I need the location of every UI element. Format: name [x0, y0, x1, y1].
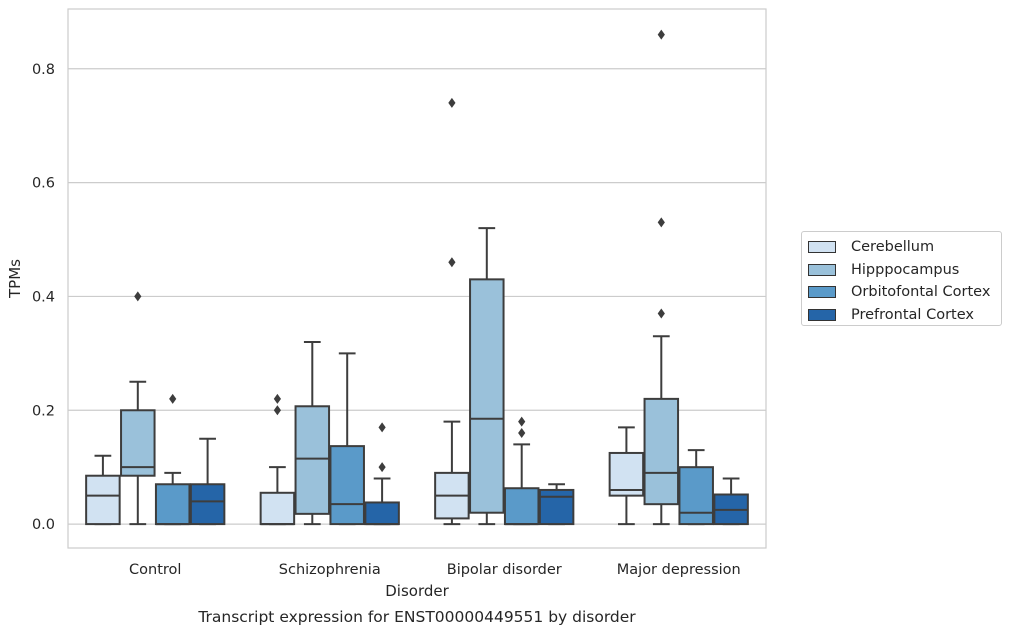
box — [294, 340, 331, 526]
box-body — [364, 501, 400, 526]
box-body — [503, 487, 540, 526]
legend-label: Hipppocampus — [851, 261, 960, 278]
legend-swatch — [808, 241, 836, 254]
outlier-point — [273, 393, 281, 404]
x-tick-label: Major depression — [617, 562, 741, 578]
box-body — [678, 466, 714, 526]
box-body — [154, 483, 191, 526]
y-tick-label: 0.4 — [32, 289, 55, 305]
x-tick-labels: Control Schizophrenia Bipolar disorder Majo… — [129, 562, 741, 578]
outlier-point — [448, 97, 456, 108]
outlier-point — [518, 416, 526, 427]
legend-item: Prefrontal Cortex — [808, 304, 1001, 327]
chart-title: Transcript expression for ENST0000044955… — [197, 608, 636, 626]
y-tick-label: 0.8 — [32, 62, 55, 78]
legend-label: Orbitofontal Cortex — [851, 284, 991, 301]
legend-label: Cerebellum — [851, 239, 935, 256]
outlier-point — [378, 422, 386, 433]
box-body — [538, 488, 575, 526]
legend-item: Orbitofontal Cortex — [808, 281, 1001, 304]
y-axis-label: TPMs — [6, 259, 24, 299]
x-axis-label: Disorder — [385, 582, 449, 600]
legend-label: Prefrontal Cortex — [851, 306, 974, 323]
x-tick-label: Schizophrenia — [279, 562, 381, 578]
legend-swatch — [808, 286, 836, 299]
outlier-point — [378, 462, 386, 473]
box — [154, 393, 191, 526]
box-body — [469, 278, 505, 514]
box — [608, 426, 645, 526]
outlier-point — [448, 257, 456, 268]
box — [643, 29, 680, 526]
outlier-point — [169, 393, 177, 404]
y-tick-label: 0.2 — [32, 403, 55, 419]
box — [259, 393, 296, 526]
outlier-point — [657, 308, 665, 319]
outlier-point — [657, 217, 665, 228]
box — [503, 416, 540, 526]
legend-item: Cerebellum — [808, 236, 1001, 259]
plot-frame — [67, 8, 767, 549]
box-groups — [85, 29, 749, 526]
box-body — [120, 409, 156, 477]
box — [120, 291, 156, 526]
outlier-point — [134, 291, 142, 302]
y-tick-label: 0.6 — [32, 176, 55, 192]
box — [329, 352, 365, 526]
box — [469, 227, 505, 526]
legend-item: Hipppocampus — [808, 259, 1001, 282]
box — [364, 422, 400, 526]
legend-swatch — [808, 308, 836, 321]
outlier-point — [273, 405, 281, 416]
box-body — [643, 397, 680, 506]
box-body — [189, 483, 226, 526]
x-tick-label: Bipolar disorder — [447, 562, 562, 578]
legend-swatch — [808, 263, 836, 276]
box — [189, 437, 226, 526]
box — [434, 97, 470, 526]
box — [678, 449, 714, 526]
box-body — [259, 491, 296, 526]
box-body — [85, 474, 121, 526]
box — [713, 477, 749, 526]
y-tick-label: 0.0 — [32, 517, 55, 533]
box-body — [608, 451, 645, 497]
box — [538, 483, 575, 526]
box-body — [294, 405, 331, 515]
outlier-point — [657, 29, 665, 40]
legend: Cerebellum Hipppocampus Orbitofontal Corte… — [801, 231, 1002, 326]
y-tick-labels: 0.0 0.2 0.4 0.6 0.8 — [32, 62, 55, 533]
outlier-point — [518, 428, 526, 439]
box-body — [329, 445, 365, 526]
box — [85, 454, 121, 526]
x-tick-label: Control — [129, 562, 181, 578]
